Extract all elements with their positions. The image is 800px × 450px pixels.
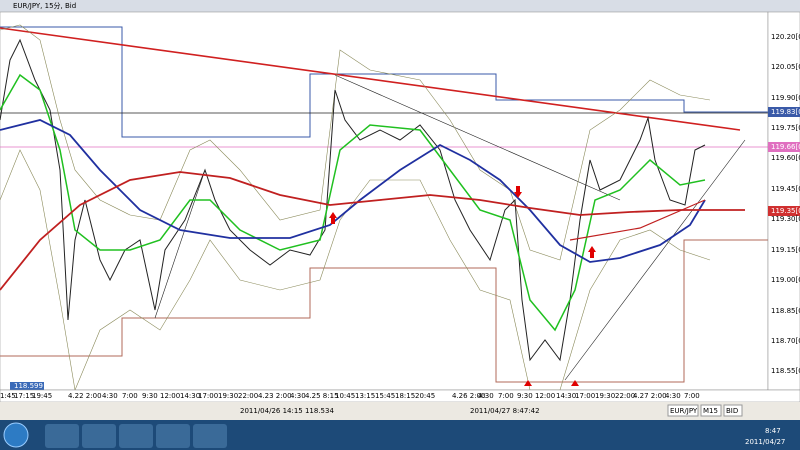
arrow [588, 246, 596, 258]
x-tick-label: 13:15 [355, 392, 375, 400]
timeframe[interactable]: M15 [703, 407, 718, 415]
ma-mid [0, 119, 706, 263]
status-cursor: 2011/04/26 14:15 118.534 [240, 407, 334, 415]
x-tick-label: 19:30 [595, 392, 615, 400]
x-tick-label: 14:30 [556, 392, 576, 400]
arrow [329, 212, 337, 224]
price-select[interactable] [723, 404, 743, 417]
ma-slow [0, 171, 745, 291]
clock-date: 2011/04/27 [745, 438, 785, 446]
x-tick-label: 22:00 [615, 392, 635, 400]
x-tick-label: 19:30 [218, 392, 238, 400]
arrow [514, 186, 522, 198]
x-tick-label: 1:45 [0, 392, 16, 400]
y-tick-label: 119.35[0] [771, 207, 800, 215]
trend-line [334, 74, 621, 201]
trend-line [564, 139, 746, 381]
toolbar [0, 402, 800, 420]
x-tick-label: 4.25 8:15 [305, 392, 339, 400]
left-marker: 118.599 [14, 382, 43, 390]
x-tick-label: 18:15 [395, 392, 415, 400]
band-lower [0, 149, 711, 392]
y-tick-label: 119.60[0] [771, 154, 800, 162]
taskbar-app[interactable] [193, 424, 227, 448]
y-tick-label: 119.83[0] [771, 108, 800, 116]
taskbar-app[interactable] [156, 424, 190, 448]
band-upper [0, 24, 711, 261]
x-tick-label: 7:00 [498, 392, 514, 400]
y-tick-label: 119.75[0] [771, 124, 800, 132]
price-tag [768, 107, 800, 117]
symbol[interactable]: EUR/JPY [670, 407, 698, 415]
taskbar-app[interactable] [45, 424, 79, 448]
x-tick-label: 4.26 2:00 [452, 392, 486, 400]
x-tick-label: 15:45 [375, 392, 395, 400]
y-tick-label: 118.55[0] [771, 367, 800, 375]
x-tick-label: 14:30 [180, 392, 200, 400]
x-tick-label: 17:15 [14, 392, 34, 400]
x-tick-label: 4.27 2:00 [633, 392, 667, 400]
ma-fast [0, 73, 706, 332]
y-tick-label: 119.66[0] [771, 143, 800, 151]
timeframe-select[interactable] [700, 404, 722, 417]
ma-line [569, 199, 706, 241]
window-title: EUR/JPY, 15分, Bid [13, 1, 76, 10]
price-axis [767, 11, 800, 391]
arrow [571, 380, 579, 386]
start-button[interactable] [3, 422, 29, 448]
y-tick-label: 119.45[0] [771, 185, 800, 193]
x-tick-label: 19:45 [32, 392, 52, 400]
x-tick-label: 17:00 [575, 392, 595, 400]
x-tick-label: 10:45 [335, 392, 355, 400]
x-tick-label: 7:00 [122, 392, 138, 400]
x-tick-label: 4.23 2:00 [258, 392, 292, 400]
left-marker-box [10, 382, 44, 390]
x-tick-label: 12:00 [535, 392, 555, 400]
y-tick-label: 119.30[0] [771, 215, 800, 223]
x-tick-label: 4.22 2:00 [68, 392, 102, 400]
status-time: 2011/04/27 8:47:42 [470, 407, 540, 415]
upper-box [0, 26, 768, 138]
price-tag [768, 206, 800, 216]
x-tick-label: 4:30 [665, 392, 681, 400]
x-tick-label: 4:30 [290, 392, 306, 400]
x-tick-label: 4:30 [102, 392, 118, 400]
x-tick-label: 7:00 [684, 392, 700, 400]
title-bar [0, 0, 800, 12]
lower-box [0, 239, 768, 383]
y-tick-label: 118.70[0] [771, 337, 800, 345]
trend-line [154, 169, 206, 319]
x-tick-label: 4:30 [478, 392, 494, 400]
symbol-select[interactable] [667, 404, 699, 417]
x-tick-label: 17:00 [198, 392, 218, 400]
y-tick-label: 120.20[0] [771, 33, 800, 41]
x-tick-label: 12:00 [160, 392, 180, 400]
x-tick-label: 22:00 [238, 392, 258, 400]
taskbar-app[interactable] [82, 424, 116, 448]
y-tick-label: 120.05[0] [771, 63, 800, 71]
y-tick-label: 119.00[0] [771, 276, 800, 284]
chart-area [0, 11, 769, 391]
clock-time: 8:47 [765, 427, 781, 435]
x-tick-label: 9:30 [142, 392, 158, 400]
price [0, 38, 706, 362]
y-tick-label: 118.85[0] [771, 307, 800, 315]
arrows [329, 186, 596, 386]
x-tick-label: 20:45 [415, 392, 435, 400]
trend-line [0, 27, 741, 131]
price-tag [768, 142, 800, 152]
y-tick-label: 119.90[0] [771, 94, 800, 102]
y-tick-label: 119.15[0] [771, 246, 800, 254]
taskbar-app[interactable] [119, 424, 153, 448]
arrow [524, 380, 532, 386]
price-type[interactable]: BID [726, 407, 738, 415]
x-tick-label: 9:30 [517, 392, 533, 400]
